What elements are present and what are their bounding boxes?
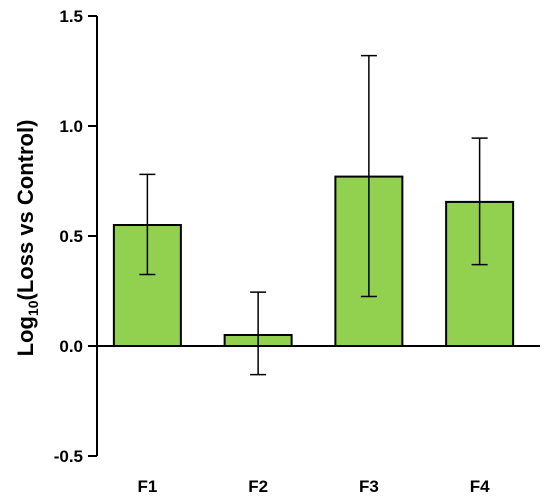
y-axis-title-subscript: 10 [25, 300, 41, 316]
y-tick-label: 0.0 [59, 337, 83, 356]
y-axis-title-rest: (Loss vs Control) [13, 120, 38, 301]
y-tick-label: -0.5 [54, 447, 83, 466]
y-tick-label: 0.5 [59, 227, 83, 246]
y-axis-title-main: Log [13, 316, 38, 356]
x-tick-label: F2 [248, 477, 268, 496]
x-tick-label: F4 [470, 477, 490, 496]
y-axis-title: Log10(Loss vs Control) [13, 120, 41, 357]
y-tick-label: 1.0 [59, 117, 83, 136]
x-tick-label: F3 [359, 477, 379, 496]
error-bars [139, 54, 488, 376]
x-tick-labels: F1 F2 F3 F4 [137, 477, 490, 496]
y-axis: -0.5 0.0 0.5 1.0 1.5 [54, 7, 98, 466]
bars [112, 175, 515, 347]
y-tick-label: 1.5 [59, 7, 83, 26]
x-tick-label: F1 [137, 477, 157, 496]
